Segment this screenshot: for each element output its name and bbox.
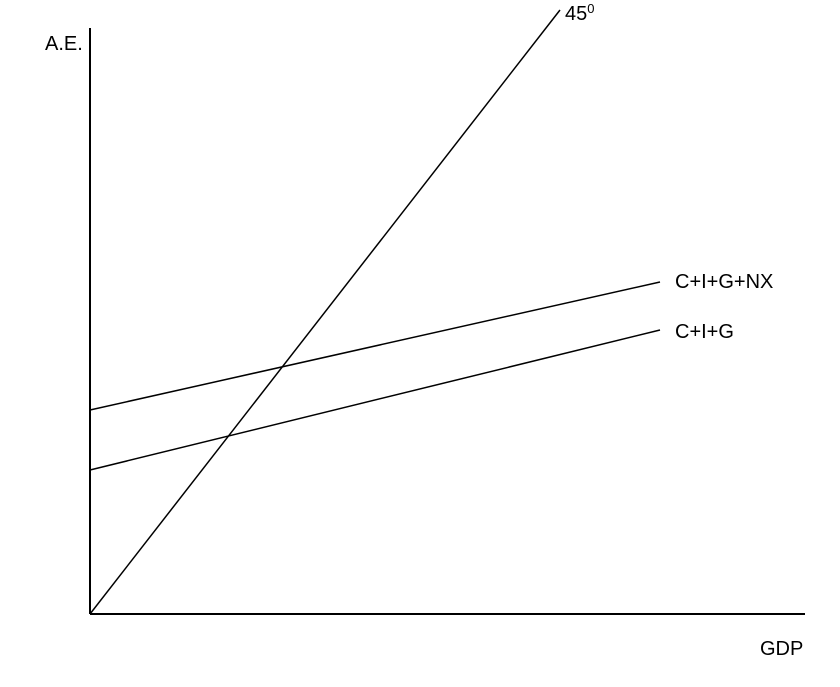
line-label-cig: C+I+G	[675, 321, 734, 343]
line-label-deg45: 450	[565, 1, 594, 26]
line-deg45	[90, 10, 560, 614]
line-labels: 450 C+I+G+NX C+I+G	[565, 1, 773, 344]
ae-chart: A.E. GDP 450 C+I+G+NX C+I+G	[0, 0, 840, 687]
chart-lines	[90, 10, 660, 614]
y-axis-label: A.E.	[45, 33, 83, 55]
line-cig	[90, 330, 660, 470]
x-axis-label: GDP	[760, 638, 803, 660]
line-label-cig_nx: C+I+G+NX	[675, 271, 773, 293]
line-cig_nx	[90, 282, 660, 410]
